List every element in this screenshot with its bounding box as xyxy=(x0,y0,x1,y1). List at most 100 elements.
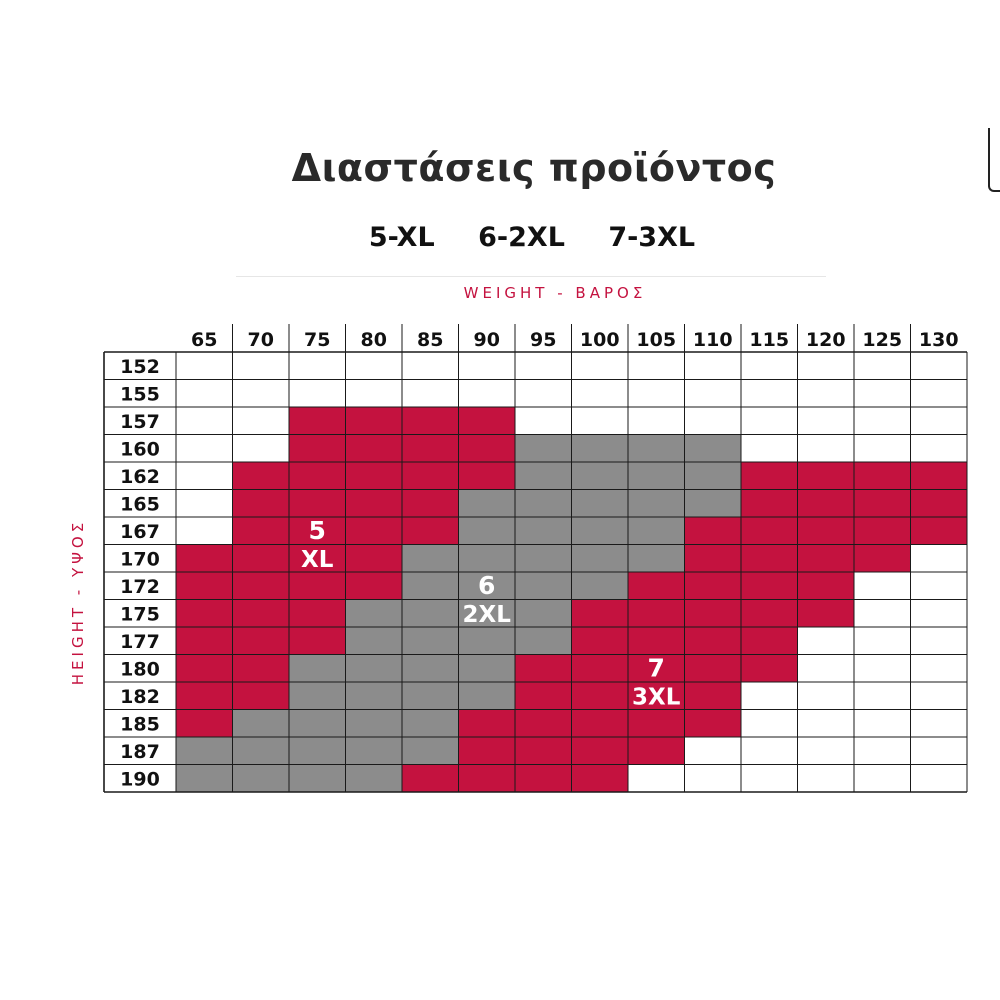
cell-157-115 xyxy=(741,407,798,435)
cell-182-100 xyxy=(571,682,628,710)
cell-175-90 xyxy=(458,599,515,627)
cell-165-80 xyxy=(345,489,402,517)
cell-182-95 xyxy=(515,682,572,710)
cell-185-85 xyxy=(402,709,459,737)
cell-182-115 xyxy=(741,682,798,710)
cell-170-85 xyxy=(402,544,459,572)
y-tick-label: 155 xyxy=(120,383,160,405)
cell-152-85 xyxy=(402,352,459,380)
cell-177-105 xyxy=(628,627,685,655)
cell-157-130 xyxy=(910,407,967,435)
cell-162-100 xyxy=(571,462,628,490)
cell-182-125 xyxy=(854,682,911,710)
cell-167-105 xyxy=(628,517,685,545)
y-tick-label: 175 xyxy=(120,603,160,625)
cell-157-70 xyxy=(232,407,289,435)
cell-172-70 xyxy=(232,572,289,600)
cell-162-130 xyxy=(910,462,967,490)
cell-182-90 xyxy=(458,682,515,710)
x-tick-label: 110 xyxy=(693,329,733,351)
cell-167-120 xyxy=(797,517,854,545)
cell-177-85 xyxy=(402,627,459,655)
cell-155-120 xyxy=(797,379,854,407)
cell-185-65 xyxy=(176,709,233,737)
cell-187-65 xyxy=(176,737,233,765)
y-tick-label: 162 xyxy=(120,466,160,488)
cell-180-70 xyxy=(232,654,289,682)
cell-165-95 xyxy=(515,489,572,517)
cell-160-75 xyxy=(289,434,346,462)
cell-165-115 xyxy=(741,489,798,517)
cell-165-120 xyxy=(797,489,854,517)
cell-172-120 xyxy=(797,572,854,600)
region-label-size: XL xyxy=(301,547,334,573)
cell-177-80 xyxy=(345,627,402,655)
cell-177-75 xyxy=(289,627,346,655)
y-tick-label: 160 xyxy=(120,438,160,460)
cell-182-70 xyxy=(232,682,289,710)
cell-185-125 xyxy=(854,709,911,737)
cell-180-125 xyxy=(854,654,911,682)
cell-155-125 xyxy=(854,379,911,407)
y-tick-label: 165 xyxy=(120,493,160,515)
cell-170-115 xyxy=(741,544,798,572)
cell-160-125 xyxy=(854,434,911,462)
y-tick-label: 152 xyxy=(120,356,160,378)
cell-170-105 xyxy=(628,544,685,572)
cell-160-70 xyxy=(232,434,289,462)
cell-167-90 xyxy=(458,517,515,545)
cell-185-75 xyxy=(289,709,346,737)
cell-187-100 xyxy=(571,737,628,765)
cell-172-125 xyxy=(854,572,911,600)
cell-170-110 xyxy=(684,544,741,572)
x-tick-label: 105 xyxy=(636,329,676,351)
cell-172-80 xyxy=(345,572,402,600)
cell-167-75 xyxy=(289,517,346,545)
cell-180-65 xyxy=(176,654,233,682)
cell-157-85 xyxy=(402,407,459,435)
cell-152-130 xyxy=(910,352,967,380)
cell-180-75 xyxy=(289,654,346,682)
y-tick-label: 190 xyxy=(120,768,160,790)
cell-190-115 xyxy=(741,764,798,792)
cell-175-130 xyxy=(910,599,967,627)
y-tick-label: 187 xyxy=(120,741,160,763)
cell-170-120 xyxy=(797,544,854,572)
cell-172-75 xyxy=(289,572,346,600)
cell-187-90 xyxy=(458,737,515,765)
cell-162-115 xyxy=(741,462,798,490)
cell-175-95 xyxy=(515,599,572,627)
cell-152-125 xyxy=(854,352,911,380)
cell-177-115 xyxy=(741,627,798,655)
cell-162-105 xyxy=(628,462,685,490)
cell-190-125 xyxy=(854,764,911,792)
cell-182-85 xyxy=(402,682,459,710)
cell-187-70 xyxy=(232,737,289,765)
cell-152-120 xyxy=(797,352,854,380)
cell-165-65 xyxy=(176,489,233,517)
x-tick-label: 130 xyxy=(919,329,959,351)
cell-180-110 xyxy=(684,654,741,682)
cell-165-90 xyxy=(458,489,515,517)
region-label-number: 7 xyxy=(648,653,665,682)
cell-152-115 xyxy=(741,352,798,380)
cell-172-85 xyxy=(402,572,459,600)
cell-167-130 xyxy=(910,517,967,545)
region-label-number: 5 xyxy=(309,516,326,545)
cell-165-100 xyxy=(571,489,628,517)
cell-155-100 xyxy=(571,379,628,407)
cell-190-110 xyxy=(684,764,741,792)
cell-160-80 xyxy=(345,434,402,462)
size-option-5-xl: 5-XL xyxy=(368,222,435,253)
cell-152-90 xyxy=(458,352,515,380)
cell-180-130 xyxy=(910,654,967,682)
cell-177-125 xyxy=(854,627,911,655)
cell-160-120 xyxy=(797,434,854,462)
cell-190-105 xyxy=(628,764,685,792)
cell-182-130 xyxy=(910,682,967,710)
cell-185-100 xyxy=(571,709,628,737)
x-tick-label: 120 xyxy=(806,329,846,351)
cell-185-90 xyxy=(458,709,515,737)
cell-155-85 xyxy=(402,379,459,407)
cell-162-75 xyxy=(289,462,346,490)
